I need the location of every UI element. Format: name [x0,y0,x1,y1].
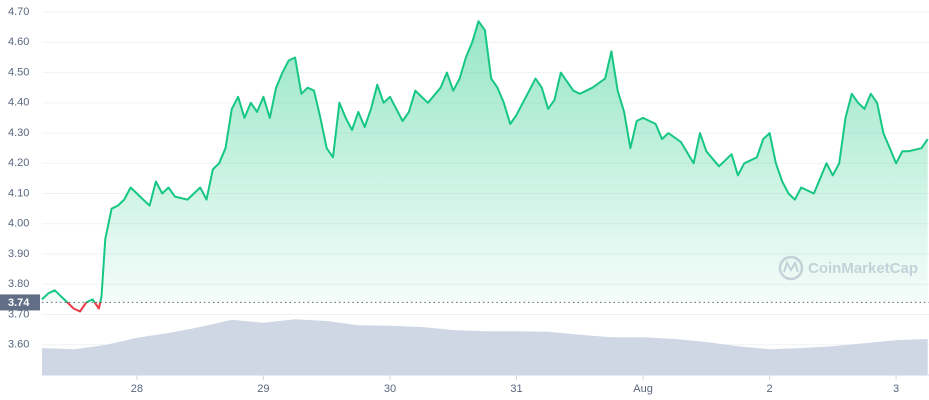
y-tick-label: 3.80 [8,278,29,290]
price-tag [0,294,40,311]
x-tick-label: 2 [767,383,773,395]
y-tick-label: 4.70 [8,6,29,18]
x-tick-label: 29 [257,383,269,395]
price-line [41,20,929,313]
price-tag-label: 3.74 [8,297,30,309]
y-tick-label: 3.60 [8,339,29,351]
watermark-text: CoinMarketCap [808,260,918,277]
y-tick-label: 4.10 [8,187,29,199]
x-tick-label: 30 [384,383,396,395]
y-tick-label: 4.20 [8,157,29,169]
price-area [42,21,928,312]
y-tick-label: 4.40 [8,97,29,109]
y-tick-label: 4.60 [8,36,29,48]
x-tick-label: 28 [131,383,143,395]
x-tick-label: 3 [893,383,899,395]
y-tick-label: 4.00 [8,218,29,230]
y-tick-label: 3.70 [8,308,29,320]
y-tick-label: 3.90 [8,248,29,260]
volume-area [42,319,928,375]
x-tick-label: Aug [633,383,653,395]
watermark: CoinMarketCap [778,255,918,281]
y-tick-label: 4.50 [8,66,29,78]
y-tick-label: 4.30 [8,127,29,139]
x-tick-label: 31 [510,383,522,395]
